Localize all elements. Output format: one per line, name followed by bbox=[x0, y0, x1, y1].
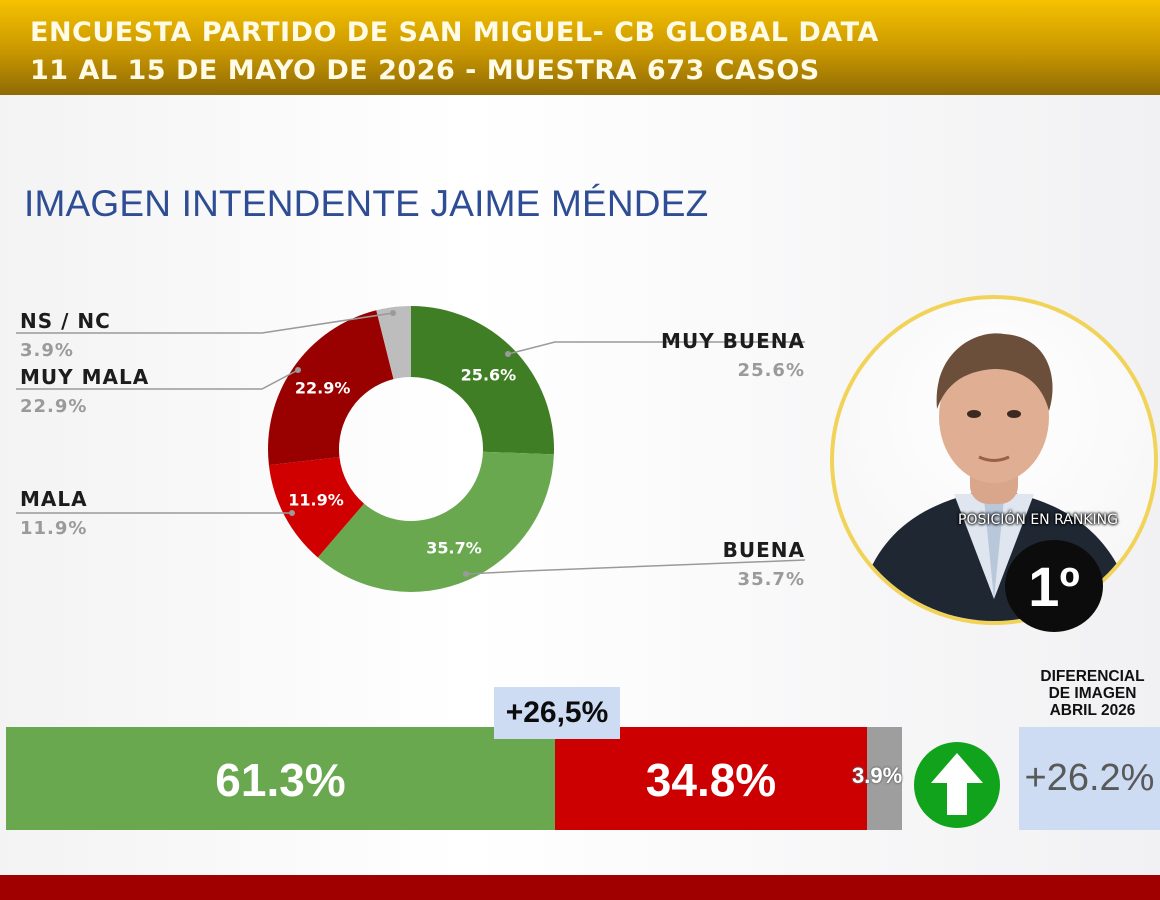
positive-image-bar bbox=[6, 727, 555, 830]
legend-muy-mala-label: MUY MALA bbox=[20, 365, 150, 389]
legend-muy-mala-value: 22.9% bbox=[20, 396, 88, 417]
candidate-photo bbox=[830, 295, 1158, 625]
positive-image-value: 61.3% bbox=[215, 754, 346, 806]
differential-title-line2: DE IMAGEN bbox=[1048, 685, 1137, 702]
legend-mala-value: 11.9% bbox=[20, 518, 88, 539]
slice-value-label: 22.9% bbox=[295, 379, 351, 398]
negative-image-bar bbox=[555, 727, 867, 830]
legend-ns-nc-value: 3.9% bbox=[20, 340, 74, 361]
net-differential-badge: +26,5% bbox=[494, 687, 620, 739]
donut-slice-buena bbox=[317, 451, 554, 592]
differential-value: +26.2% bbox=[1019, 727, 1160, 830]
slice-value-label: 25.6% bbox=[461, 365, 517, 384]
legend-muy-buena-label: MUY BUENA bbox=[661, 329, 805, 353]
legend-mala-label: MALA bbox=[20, 487, 88, 511]
header-banner: ENCUESTA PARTIDO DE SAN MIGUEL- CB GLOBA… bbox=[0, 0, 1160, 95]
ns-nc-bar-value: 3.9% bbox=[852, 763, 903, 788]
ranking-badge: 1º bbox=[1005, 540, 1103, 632]
slice-value-label: 35.7% bbox=[426, 539, 482, 558]
legend-buena-value: 35.7% bbox=[737, 569, 805, 590]
legend-ns-nc-label: NS / NC bbox=[20, 309, 111, 333]
legend-buena-label: BUENA bbox=[722, 538, 805, 562]
slice-value-label: 11.9% bbox=[288, 490, 344, 509]
differential-title-line3: ABRIL 2026 bbox=[1049, 702, 1136, 719]
negative-image-value: 34.8% bbox=[645, 754, 777, 806]
portrait-illustration bbox=[855, 333, 1138, 621]
differential-title-line1: DIFERENCIAL bbox=[1040, 668, 1145, 685]
chart-title: IMAGEN INTENDENTE JAIME MÉNDEZ bbox=[24, 183, 709, 224]
header-title: ENCUESTA PARTIDO DE SAN MIGUEL- CB GLOBA… bbox=[30, 17, 879, 48]
up-arrow-icon bbox=[914, 742, 1000, 828]
footer-bar bbox=[0, 875, 1160, 900]
donut-slice-muy-buena bbox=[411, 306, 554, 455]
donut-slice-ns-nc bbox=[376, 306, 411, 380]
donut-slice-muy-mala bbox=[268, 310, 394, 466]
ns-nc-bar bbox=[867, 727, 902, 830]
ranking-label: POSICIÓN EN RANKING bbox=[958, 512, 1118, 528]
donut-slice-mala bbox=[268, 457, 365, 558]
differential-title: DIFERENCIAL DE IMAGEN ABRIL 2026 bbox=[1020, 668, 1160, 719]
header-subtitle: 11 AL 15 DE MAYO DE 2026 - MUESTRA 673 C… bbox=[30, 55, 820, 86]
legend-muy-buena-value: 25.6% bbox=[737, 360, 805, 381]
